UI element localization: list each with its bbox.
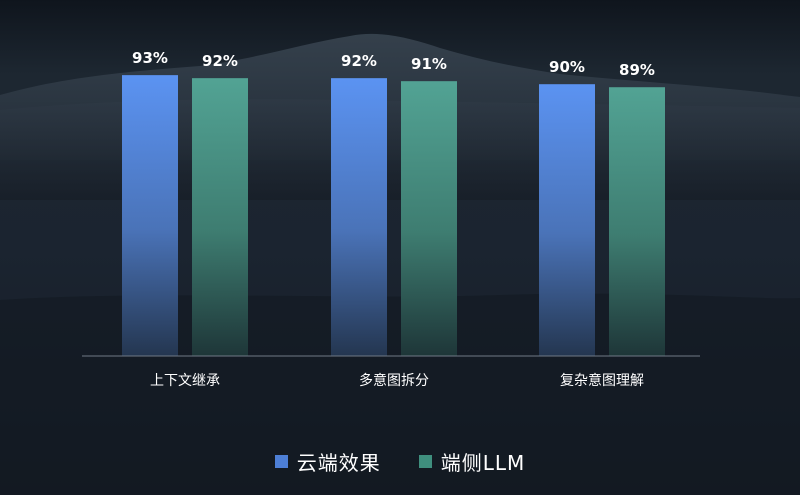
legend-swatch-device bbox=[418, 454, 432, 468]
data-label-0-series-0: 93% bbox=[132, 49, 168, 67]
bar-0-series-1 bbox=[192, 78, 248, 356]
legend-item-device: 端侧LLM bbox=[418, 447, 526, 476]
legend-label-cloud: 云端效果 bbox=[296, 450, 381, 475]
data-label-2-series-1: 89% bbox=[619, 61, 655, 79]
category-label-2: 复杂意图理解 bbox=[560, 372, 644, 389]
bar-0-series-0 bbox=[122, 75, 178, 356]
bar-1-series-0 bbox=[331, 78, 387, 356]
legend-item-cloud: 云端效果 bbox=[274, 447, 381, 476]
data-label-1-series-0: 92% bbox=[341, 52, 377, 70]
category-label-1: 多意图拆分 bbox=[359, 372, 429, 389]
category-label-0: 上下文继承 bbox=[150, 373, 220, 389]
data-label-2-series-0: 90% bbox=[549, 58, 585, 76]
legend-swatch-cloud bbox=[274, 454, 288, 468]
bar-2-series-0 bbox=[539, 84, 595, 356]
legend: 云端效果 端侧LLM bbox=[0, 446, 800, 476]
data-label-0-series-1: 92% bbox=[202, 52, 238, 70]
bar-1-series-1 bbox=[401, 81, 457, 357]
legend-label-device: 端侧LLM bbox=[440, 450, 526, 475]
bar-2-series-1 bbox=[609, 87, 665, 356]
data-label-1-series-1: 91% bbox=[411, 55, 447, 73]
